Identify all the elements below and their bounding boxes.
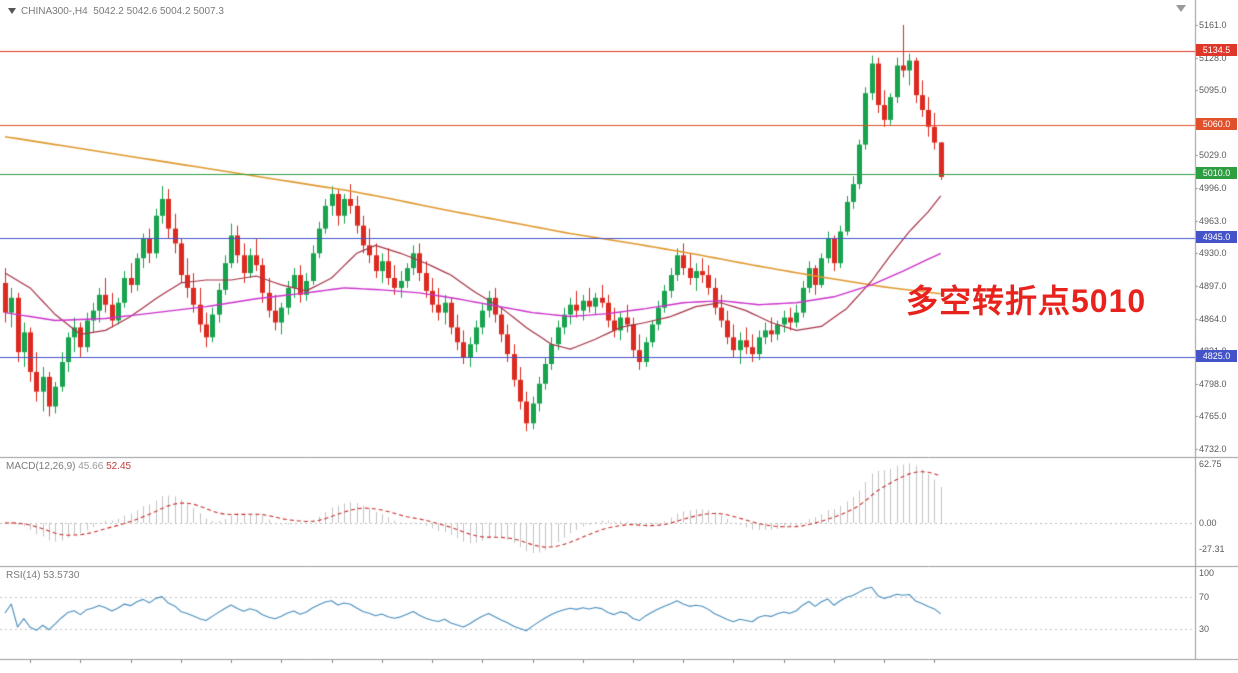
macd-axis-label: 62.75 xyxy=(1199,459,1222,469)
price-line-badge: 4945.0 xyxy=(1196,231,1237,243)
price-axis-label: 4963.0 xyxy=(1199,216,1227,226)
price-axis-label: 4864.0 xyxy=(1199,314,1227,324)
macd-title: MACD(12,26,9) 45.66 52.45 xyxy=(6,461,131,472)
price-axis-label: 4765.0 xyxy=(1199,411,1227,421)
price-axis-label: 4996.0 xyxy=(1199,183,1227,193)
time-axis[interactable] xyxy=(0,660,1238,673)
chart-title: CHINA300-,H4 5042.2 5042.6 5004.2 5007.3 xyxy=(8,6,224,17)
price-axis-label: 5161.0 xyxy=(1199,20,1227,30)
rsi-indicator-name: RSI(14) xyxy=(6,570,41,581)
price-axis-label: 5095.0 xyxy=(1199,85,1227,95)
ohlc-readout: 5042.2 5042.6 5004.2 5007.3 xyxy=(93,6,224,17)
price-line-badge: 4825.0 xyxy=(1196,350,1237,362)
rsi-axis-label: 100 xyxy=(1199,568,1215,578)
rsi-pane[interactable] xyxy=(0,567,1195,659)
macd-axis-label: 0.00 xyxy=(1199,518,1217,528)
macd-pane[interactable] xyxy=(0,458,1195,566)
price-pane[interactable] xyxy=(0,0,1195,457)
macd-main-value: 45.66 xyxy=(78,461,104,472)
rsi-axis-label: 70 xyxy=(1199,592,1210,602)
price-line-badge: 5060.0 xyxy=(1196,118,1237,130)
chart-text-annotation: 多空转折点5010 xyxy=(906,283,1147,319)
rsi-value: 53.5730 xyxy=(43,570,80,581)
chart-shift-marker-icon[interactable] xyxy=(1176,5,1186,12)
rsi-axis-label: 30 xyxy=(1199,624,1210,634)
macd-axis-label: -27.31 xyxy=(1199,544,1225,554)
price-axis-label: 5029.0 xyxy=(1199,150,1227,160)
macd-signal-value: 52.45 xyxy=(106,461,132,472)
price-axis-label: 4798.0 xyxy=(1199,379,1227,389)
price-axis[interactable] xyxy=(1196,0,1238,659)
symbol-dropdown-icon[interactable] xyxy=(8,8,16,15)
rsi-title: RSI(14) 53.5730 xyxy=(6,570,79,581)
price-axis-label: 4930.0 xyxy=(1199,248,1227,258)
symbol-timeframe-label: CHINA300-,H4 xyxy=(21,6,88,17)
price-axis-label: 4897.0 xyxy=(1199,281,1227,291)
price-axis-label: 4732.0 xyxy=(1199,444,1227,454)
price-line-badge: 5134.5 xyxy=(1196,44,1237,56)
price-axis-label: 5128.0 xyxy=(1199,53,1227,63)
macd-indicator-name: MACD(12,26,9) xyxy=(6,461,76,472)
price-line-badge: 5010.0 xyxy=(1196,167,1237,179)
